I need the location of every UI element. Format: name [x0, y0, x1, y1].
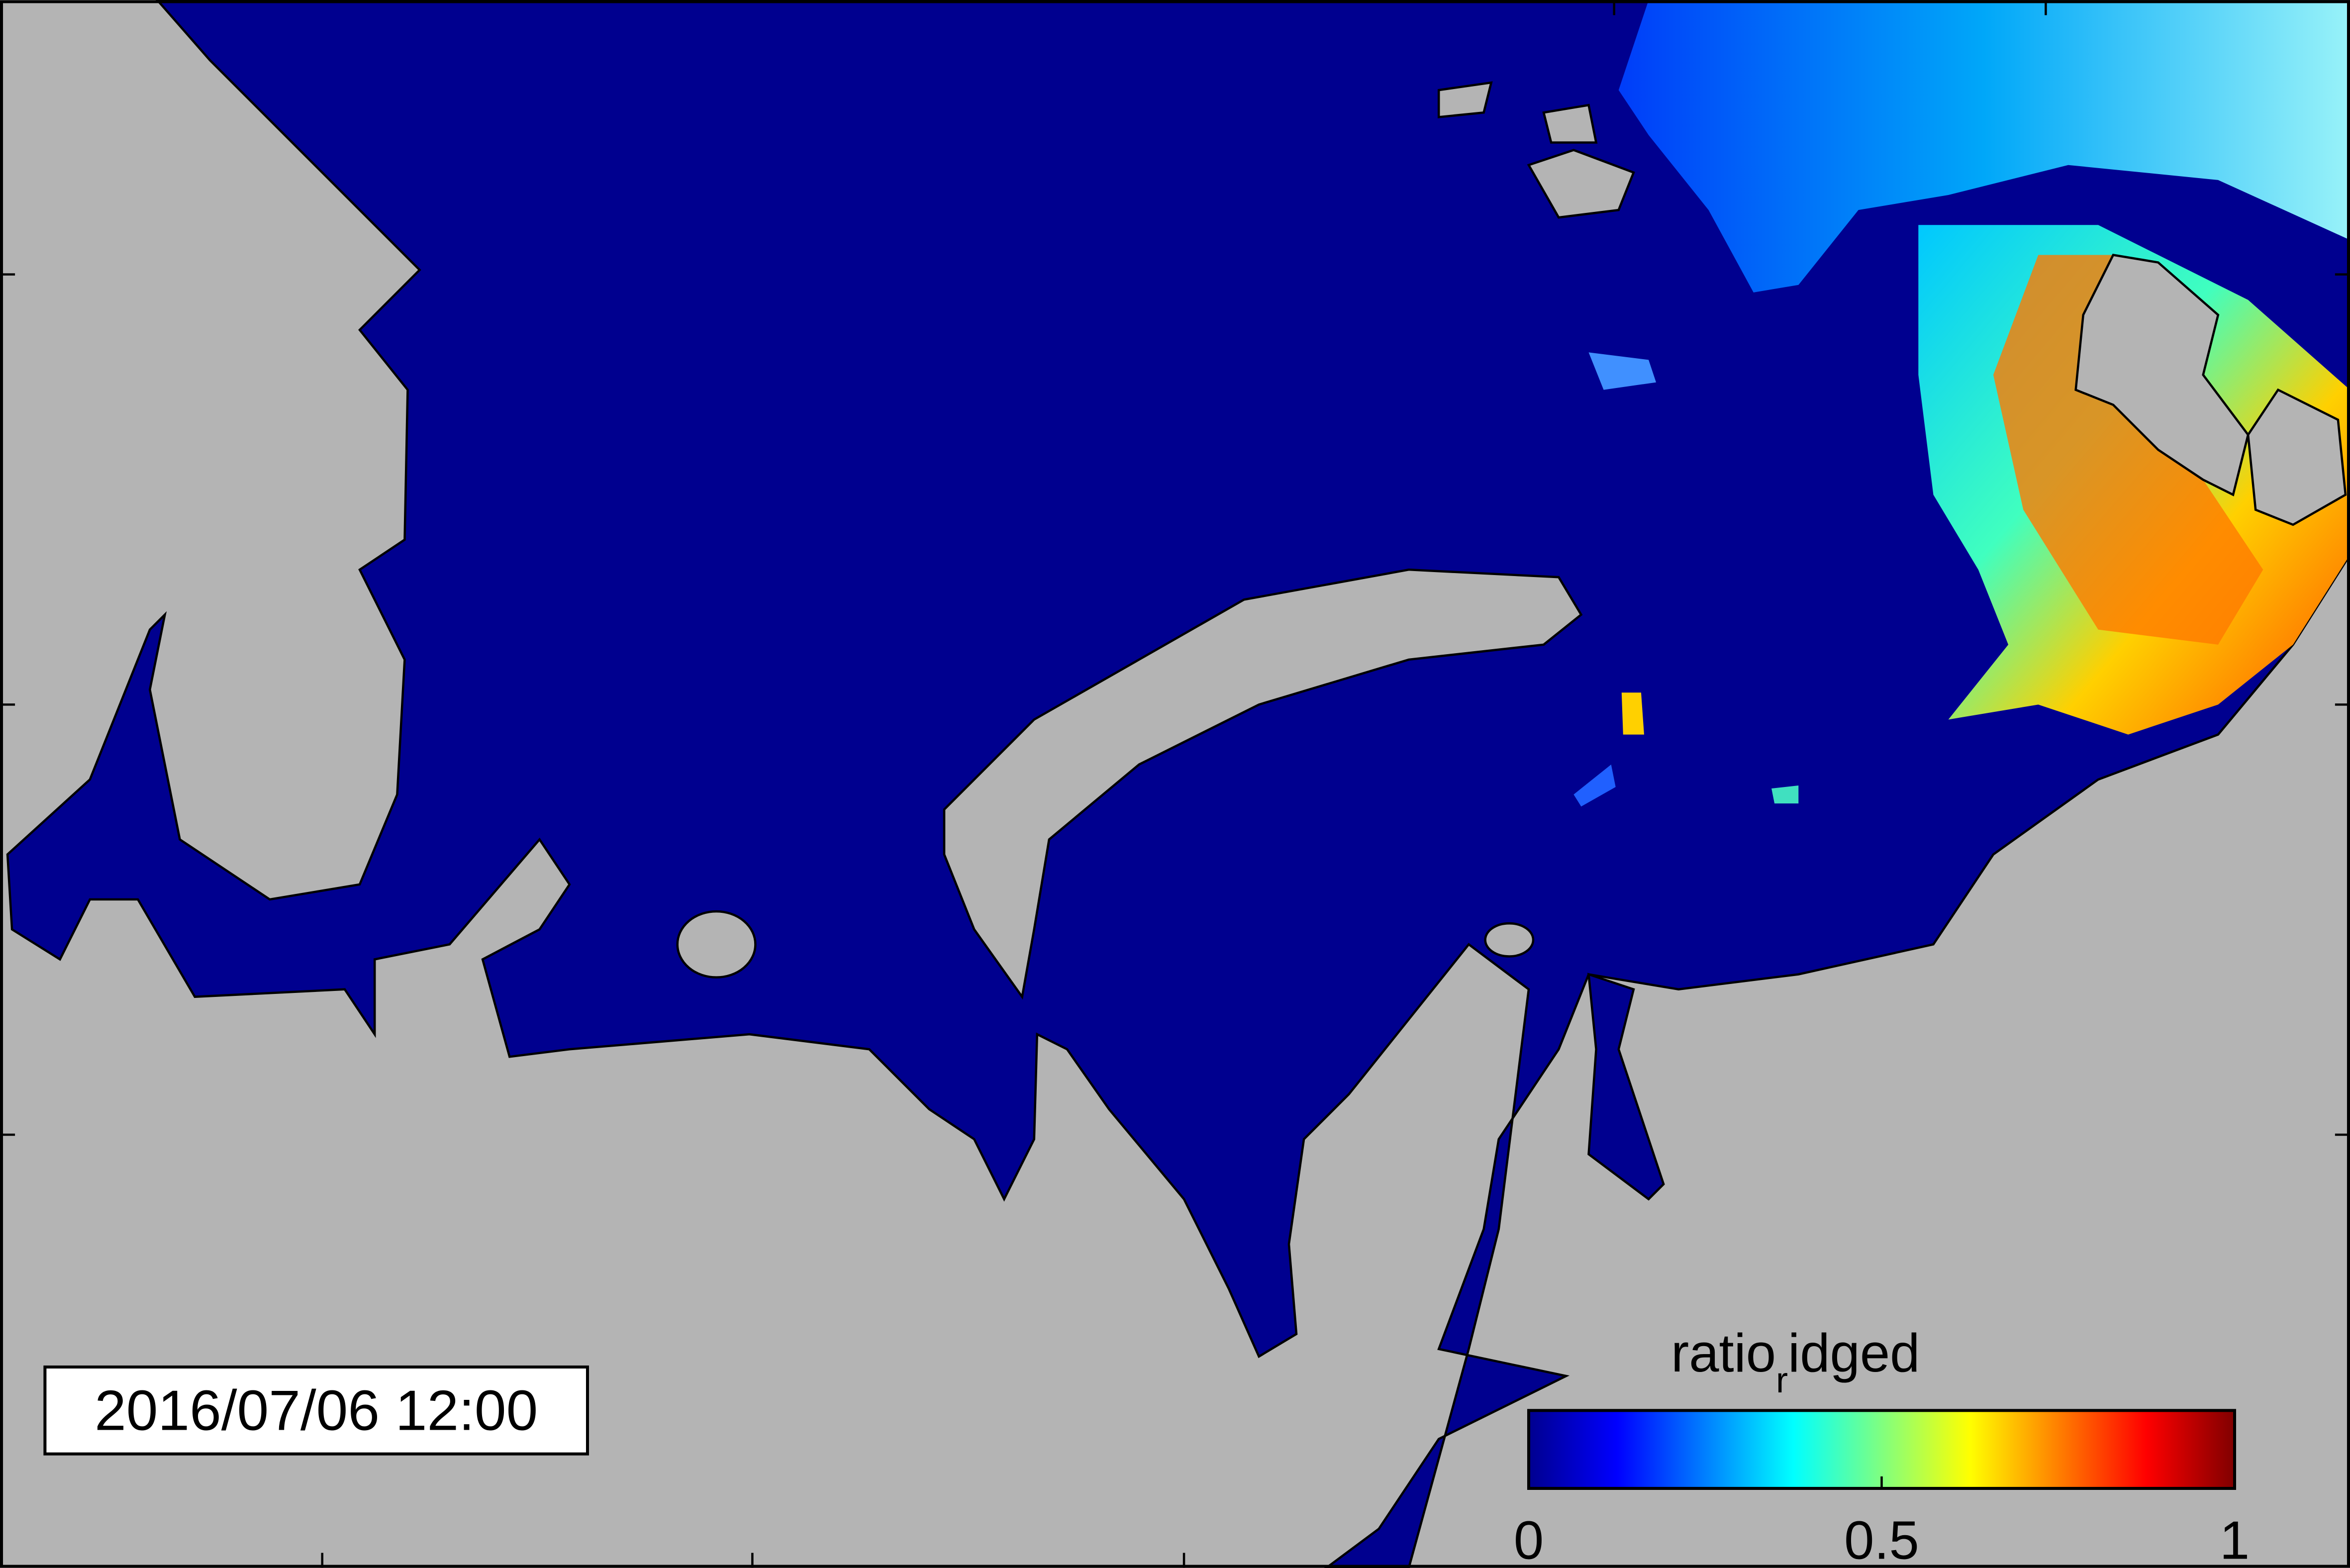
colorbar-tick-label: 1: [2220, 1510, 2250, 1568]
timestamp: 2016/07/06 12:00: [95, 1378, 538, 1442]
colorbar-title-main: ratio: [1671, 1323, 1776, 1383]
colorbar: 0 0.5 1: [1514, 1409, 2250, 1568]
timestamp-box: [43, 1365, 589, 1456]
colorbar-tick-label: 0.5: [1844, 1510, 1919, 1568]
colorbar-title: ratioridged: [1671, 1323, 1920, 1400]
ice: [1588, 352, 1657, 390]
ice: [1621, 692, 1644, 735]
island: [2247, 388, 2347, 526]
colorbar-tick-label: 0: [1514, 1510, 1544, 1568]
ice: [1993, 255, 2263, 645]
colorbar-ramp: [1527, 1409, 2237, 1490]
peninsula: [943, 568, 1583, 1000]
island: [676, 910, 757, 979]
colorbar-title-rest: idged: [1788, 1323, 1920, 1383]
colorbar-title-subscript: r: [1776, 1361, 1788, 1400]
island: [1484, 922, 1535, 958]
sea: [6, 0, 2350, 1568]
river: [1587, 973, 1665, 1201]
ice: [1573, 764, 1616, 807]
islands: [1437, 81, 1635, 219]
ice: [1771, 785, 1799, 804]
ice: [1618, 0, 2350, 293]
island: [2074, 253, 2250, 496]
